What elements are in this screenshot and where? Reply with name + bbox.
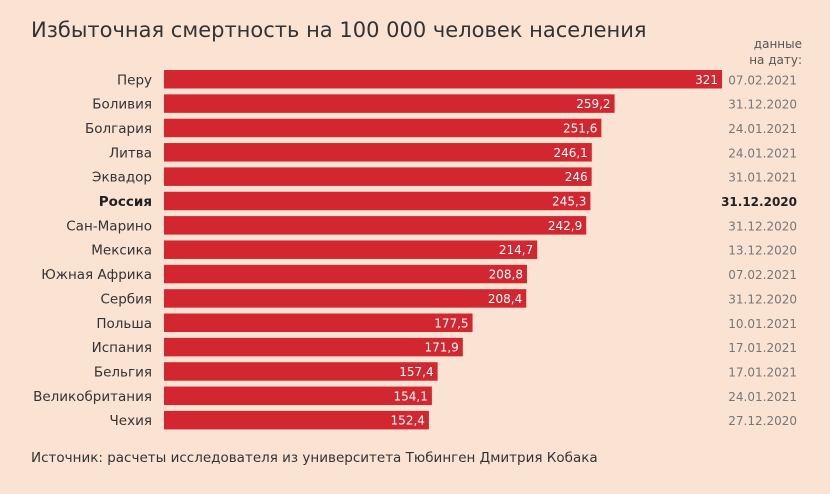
country-label: Сан-Марино: [66, 218, 152, 234]
date-label: 17.01.2021: [728, 365, 797, 379]
date-label: 07.02.2021: [728, 268, 797, 282]
bar-value-label: 251,6: [563, 121, 597, 135]
bar-value-label: 321: [695, 73, 718, 87]
bar: [164, 313, 473, 332]
country-label: Бельгия: [94, 364, 152, 380]
date-label: 31.12.2020: [728, 292, 797, 306]
bar: [164, 118, 602, 138]
country-label: Испания: [92, 340, 152, 356]
chart-title: Избыточная смертность на 100 000 человек…: [31, 18, 647, 42]
date-label: 07.02.2021: [728, 73, 797, 87]
country-label: Мексика: [91, 243, 152, 259]
bar: [164, 410, 429, 430]
date-column-header: данные на дату:: [722, 36, 802, 68]
date-label: 24.01.2021: [728, 122, 797, 136]
country-label: Россия: [99, 194, 152, 210]
bar: [164, 386, 432, 406]
date-header-line-1: данные: [753, 37, 802, 51]
bar: [164, 167, 592, 186]
source-note: Источник: расчеты исследователя из униве…: [31, 450, 598, 466]
bar: [164, 240, 538, 259]
date-label: 17.01.2021: [728, 341, 797, 355]
bar-value-label: 246,1: [553, 146, 587, 160]
bar-value-label: 214,7: [499, 243, 533, 257]
date-label: 24.01.2021: [728, 390, 797, 404]
date-label: 10.01.2021: [728, 317, 797, 331]
country-label: Польша: [96, 316, 152, 332]
country-label: Болгария: [85, 121, 152, 137]
bar-value-label: 171,9: [424, 341, 458, 355]
bar-value-label: 152,4: [391, 414, 425, 428]
date-label: 27.12.2020: [728, 414, 797, 428]
bar-value-label: 246: [565, 170, 588, 184]
country-label: Перу: [117, 72, 152, 88]
bar: [164, 289, 527, 308]
date-label: 31.12.2020: [728, 98, 797, 112]
date-label: 31.12.2020: [728, 219, 797, 233]
country-label: Сербия: [100, 291, 152, 307]
country-label: Эквадор: [92, 170, 152, 186]
bar: [164, 143, 592, 162]
date-label: 24.01.2021: [728, 146, 797, 160]
bar: [164, 216, 587, 235]
bar-value-label: 157,4: [399, 365, 433, 379]
bar: [164, 70, 722, 89]
date-label: 31.12.2020: [721, 195, 797, 209]
bar-value-label: 259,2: [576, 97, 610, 111]
country-label: Великобритания: [33, 389, 152, 405]
bar-value-label: 245,3: [552, 195, 586, 209]
country-label: Боливия: [92, 97, 152, 113]
country-label: Чехия: [110, 413, 152, 429]
bar: [164, 337, 463, 357]
date-label: 31.01.2021: [728, 171, 797, 185]
bar: [164, 94, 615, 113]
bar: [164, 362, 438, 381]
bar-value-label: 177,5: [434, 316, 468, 330]
bar-value-label: 242,9: [548, 219, 582, 233]
bar-value-label: 154,1: [394, 389, 428, 403]
date-label: 13.12.2020: [728, 244, 797, 258]
country-label: Южная Африка: [41, 267, 152, 283]
bar: [164, 191, 591, 211]
country-label: Литва: [109, 145, 152, 161]
date-header-line-2: на дату:: [749, 53, 802, 67]
bar: [164, 264, 527, 284]
bar-value-label: 208,4: [488, 292, 522, 306]
bar-value-label: 208,8: [489, 268, 523, 282]
